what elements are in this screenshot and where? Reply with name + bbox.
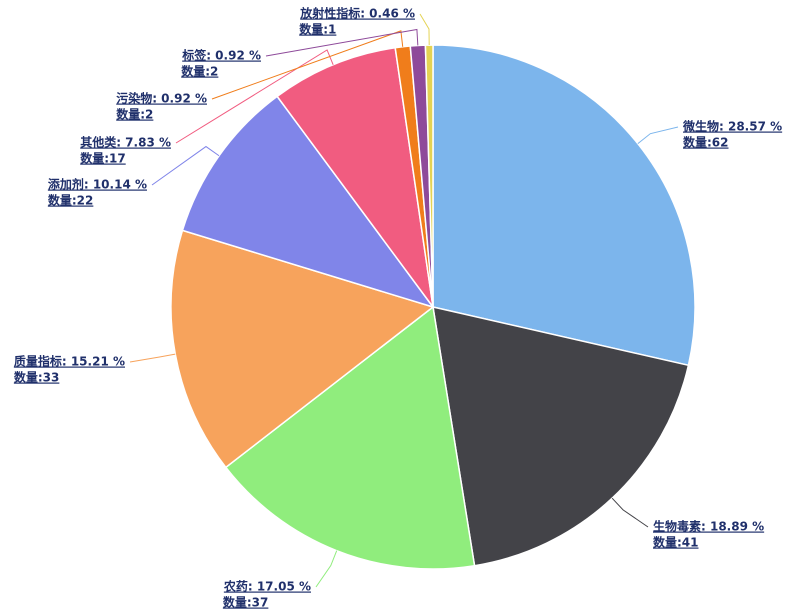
slice-label: 污染物: 0.92 % [116,91,207,106]
connector [129,353,176,363]
value-label: 数量:2 [181,64,218,79]
pie-slice [170,229,435,469]
slice-label: 其他类: 7.83 % [80,135,171,150]
connector [265,28,419,57]
slice-label: 农药: 17.05 % [223,579,311,594]
pie-slice [276,46,434,308]
connector [315,550,338,588]
slice-label: 放射性指标: 0.46 % [299,6,415,21]
value-label: 数量:41 [653,535,699,550]
slice-label: 标签: 0.92 % [181,48,261,63]
slice-label: 质量指标: 15.21 % [14,354,125,369]
pie-slice [181,95,435,309]
connector [151,145,220,186]
slice-label: 添加剂: 10.14 % [48,177,147,192]
value-label: 数量:2 [116,107,153,122]
value-label: 数量:22 [48,193,94,208]
value-label: 数量:62 [683,135,729,150]
value-label: 数量:37 [223,595,269,610]
connector [419,13,430,46]
connector [611,497,649,528]
pie-slice [432,44,696,367]
connector [175,49,334,144]
connector [637,126,679,145]
value-label: 数量:33 [14,370,60,385]
slice-label: 微生物: 28.57 % [682,119,782,134]
pie-slice [224,305,476,570]
value-label: 数量:17 [80,151,126,166]
slice-label: 生物毒素: 18.89 % [653,519,764,534]
value-label: 数量:1 [299,22,336,37]
connector [211,30,404,100]
